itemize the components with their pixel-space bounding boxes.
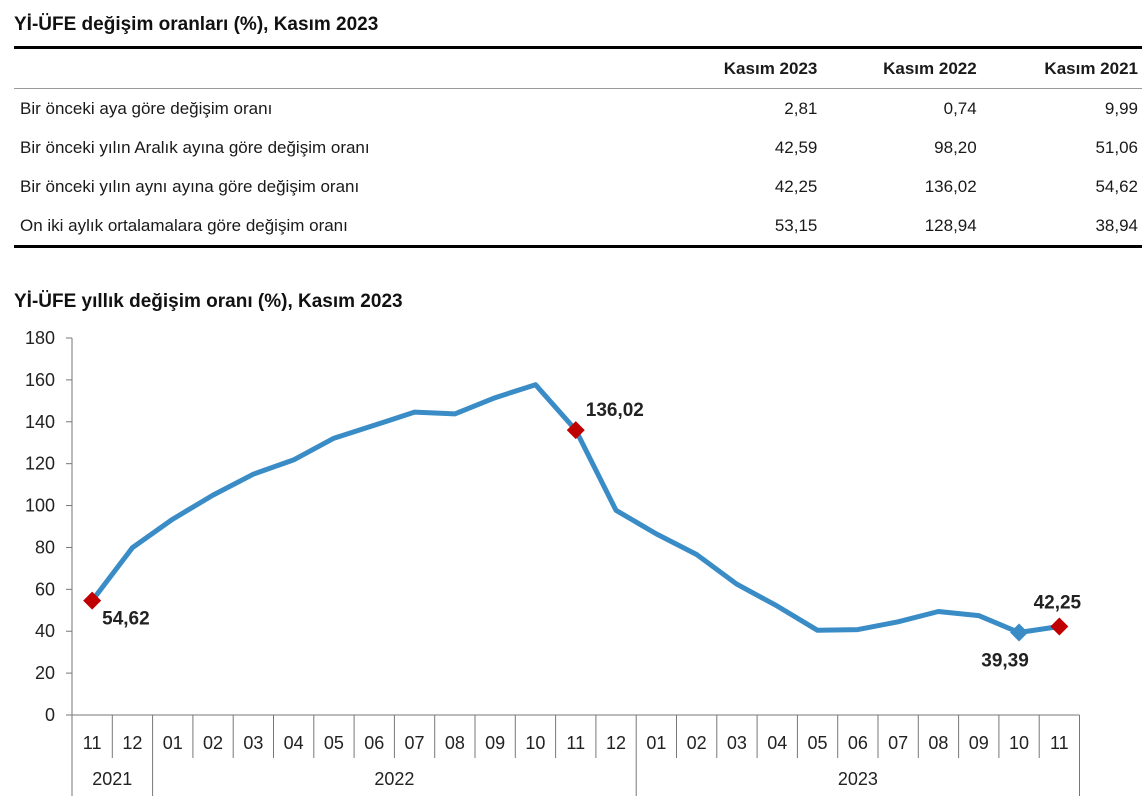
year-group-label: 2023	[838, 769, 878, 789]
row-label: Bir önceki yılın Aralık ayına göre değiş…	[20, 137, 370, 157]
year-group-label: 2021	[92, 769, 132, 789]
y-tick-label: 20	[35, 663, 55, 683]
x-tick-label: 10	[525, 733, 545, 753]
cell-value: 42,25	[774, 176, 818, 196]
row-label: Bir önceki yılın aynı ayına göre değişim…	[20, 176, 360, 196]
row-label: Bir önceki aya göre değişim oranı	[20, 98, 273, 118]
table-row: Bir önceki aya göre değişim oranı 2,81 0…	[14, 89, 1142, 129]
y-tick-label: 120	[25, 454, 55, 474]
x-tick-label: 03	[727, 733, 747, 753]
x-tick-label: 09	[969, 733, 989, 753]
x-tick-label: 10	[1009, 733, 1029, 753]
cell-value: 38,94	[1095, 215, 1138, 235]
table-row: Bir önceki yılın aynı ayına göre değişim…	[14, 167, 1142, 206]
x-tick-label: 07	[888, 733, 908, 753]
x-tick-label: 12	[122, 733, 142, 753]
table-header-row: Kasım 2023 Kasım 2022 Kasım 2021	[14, 47, 1142, 89]
cell-value: 0,74	[943, 98, 977, 118]
y-tick-label: 0	[45, 705, 55, 725]
x-tick-label: 01	[646, 733, 666, 753]
cell-value: 98,20	[934, 137, 977, 157]
table-title: Yİ-ÜFE değişim oranları (%), Kasım 2023	[14, 14, 379, 35]
x-tick-label: 06	[364, 733, 384, 753]
header-cell-kasim-2022: Kasım 2022	[883, 58, 977, 78]
row-label: On iki aylık ortalamalara göre değişim o…	[20, 215, 348, 235]
y-tick-label: 60	[35, 579, 55, 599]
cell-value: 128,94	[924, 215, 977, 235]
cell-value: 2,81	[784, 98, 818, 118]
x-tick-label: 02	[687, 733, 707, 753]
change-rates-table: Kasım 2023 Kasım 2022 Kasım 2021 Bir önc…	[14, 46, 1142, 248]
cell-value: 53,15	[774, 215, 818, 235]
y-tick-label: 140	[25, 412, 55, 432]
y-tick-label: 160	[25, 370, 55, 390]
table-row: Bir önceki yılın Aralık ayına göre değiş…	[14, 128, 1142, 167]
data-point-marker	[566, 421, 585, 440]
cell-value: 51,06	[1095, 137, 1138, 157]
cell-value: 54,62	[1095, 176, 1138, 196]
data-label: 39,39	[981, 650, 1029, 671]
x-tick-label: 12	[606, 733, 626, 753]
x-tick-label: 06	[848, 733, 868, 753]
x-tick-label: 11	[1050, 733, 1069, 753]
x-tick-label: 03	[243, 733, 263, 753]
x-tick-label: 09	[485, 733, 505, 753]
y-tick-label: 40	[35, 621, 55, 641]
data-label: 136,02	[586, 400, 644, 421]
header-cell-kasim-2023: Kasım 2023	[723, 58, 818, 78]
x-tick-label: 07	[405, 733, 425, 753]
cell-value: 136,02	[924, 176, 977, 196]
data-label: 42,25	[1034, 593, 1082, 614]
x-tick-label: 04	[767, 733, 787, 753]
x-tick-label: 01	[163, 733, 183, 753]
header-cell-empty	[14, 48, 670, 89]
x-tick-label: 02	[203, 733, 223, 753]
table-row: On iki aylık ortalamalara göre değişim o…	[14, 206, 1142, 247]
chart-title: Yİ-ÜFE yıllık değişim oranı (%), Kasım 2…	[14, 291, 403, 312]
data-label: 54,62	[102, 609, 150, 630]
x-tick-label: 05	[324, 733, 344, 753]
year-group-label: 2022	[374, 769, 414, 789]
x-tick-label: 08	[928, 733, 948, 753]
x-tick-label: 05	[808, 733, 828, 753]
x-tick-label: 04	[284, 733, 304, 753]
data-point-marker	[83, 591, 102, 610]
data-point-marker	[1050, 617, 1069, 636]
header-cell-kasim-2021: Kasım 2021	[1044, 58, 1138, 78]
y-tick-label: 80	[35, 537, 55, 557]
y-tick-label: 100	[25, 496, 55, 516]
x-tick-label: 11	[83, 733, 102, 753]
y-tick-label: 180	[25, 328, 55, 348]
cell-value: 42,59	[774, 137, 818, 157]
x-tick-label: 08	[445, 733, 465, 753]
data-point-marker	[1010, 623, 1029, 642]
cell-value: 9,99	[1104, 98, 1138, 118]
x-tick-label: 11	[566, 733, 585, 753]
